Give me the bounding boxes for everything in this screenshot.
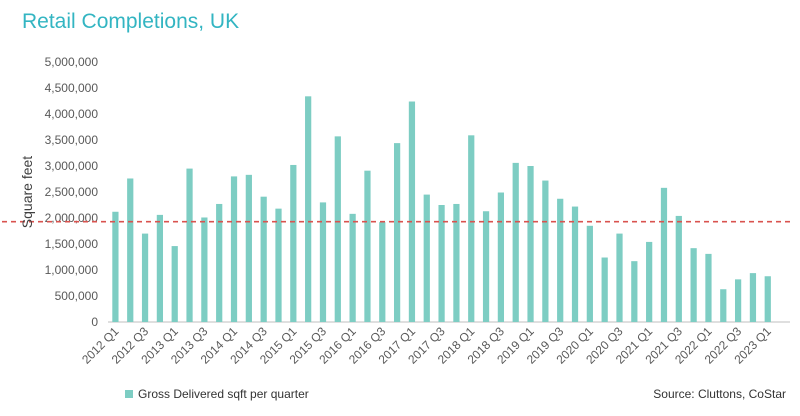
bar [616,233,623,322]
bar [141,233,149,322]
legend-swatch [125,390,133,398]
y-tick-label: 0 [91,315,98,329]
bar [482,211,490,322]
bar [201,217,208,322]
y-tick-label: 500,000 [55,289,99,303]
y-tick-label: 4,500,000 [45,81,99,95]
y-axis-label: Square feet [19,156,35,228]
y-tick-label: 4,000,000 [45,107,99,121]
bar [216,203,223,322]
bar [705,253,712,322]
y-tick-label: 3,500,000 [45,133,99,147]
bar [660,187,668,322]
legend-label: Gross Delivered sqft per quarter [138,387,309,401]
bar [749,273,757,322]
bar [349,213,356,322]
bar [275,208,282,322]
bar [631,261,638,322]
bar [720,289,727,322]
bar [379,222,386,322]
bar [127,178,134,322]
bar [764,276,771,322]
bar [423,194,430,322]
bar [675,215,682,322]
bar [364,170,371,322]
bar [512,162,519,322]
bar [408,101,416,323]
y-tick-label: 5,000,000 [45,55,99,69]
chart-title: Retail Completions, UK [22,10,240,33]
y-tick-label: 2,500,000 [45,185,99,199]
legend: Gross Delivered sqft per quarter [125,387,309,401]
bar [542,180,549,322]
bar [186,168,193,322]
bar [112,211,119,322]
bar [438,205,445,322]
bar [319,202,327,322]
bar [601,257,608,322]
y-axis: 0 500,000 1,000,000 1,500,000 2,000,000 2,500… [45,55,99,329]
bar [527,166,534,322]
bar [305,96,312,322]
bar [171,246,178,322]
bar [497,192,505,322]
bar [571,206,579,322]
source-note: Source: Cluttons, CoStar [653,387,786,401]
bar [245,174,252,322]
bars [112,96,771,323]
bar [290,164,297,322]
y-tick-label: 1,000,000 [45,263,99,277]
y-tick-label: 3,000,000 [45,159,99,173]
bar [156,214,164,322]
bar [393,143,401,322]
bar [557,198,564,322]
y-tick-label: 2,000,000 [45,211,99,225]
bar [586,225,593,322]
bar [453,203,460,322]
bar [230,176,238,322]
y-tick-label: 1,500,000 [45,237,99,251]
bar [260,196,267,322]
bar [468,135,475,322]
bar [690,248,697,322]
bar [646,241,653,322]
bar [734,279,742,322]
bar [334,136,341,322]
